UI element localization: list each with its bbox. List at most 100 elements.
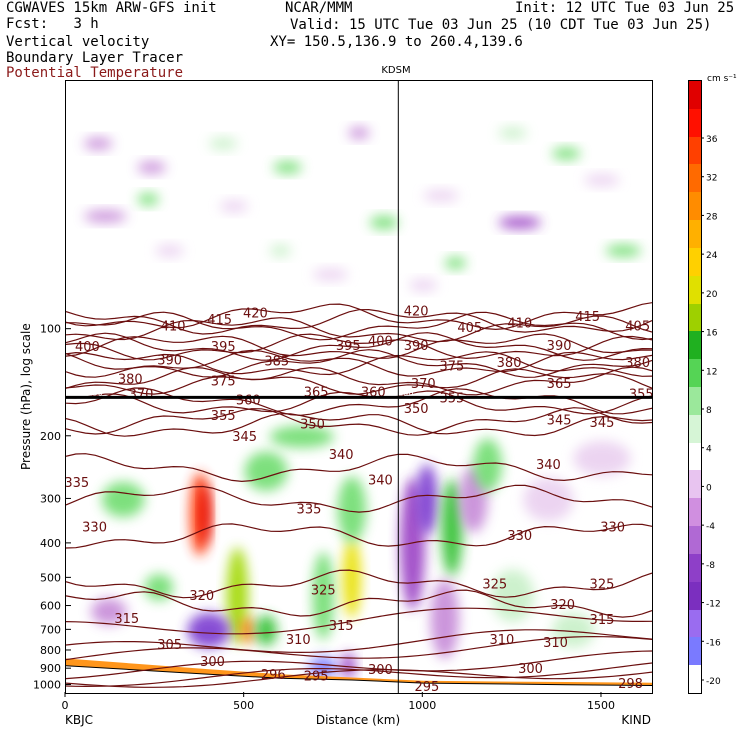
valid-time: Valid: 15 UTC Tue 03 Jun 25 (10 CDT Tue … [290,17,712,33]
contour-label: 295 [304,670,329,685]
contour-label: 330 [507,529,532,544]
contour-label: 400 [75,340,100,355]
contour-label: 345 [232,430,257,445]
w-blob [219,200,249,213]
colorbar-swatch [689,331,701,360]
colorbar-tick-label: 8 [706,406,712,416]
contour-label: 355 [629,387,652,402]
w-blob [137,161,167,174]
colorbar-tick-label: 0 [706,483,712,493]
isentrope-350 [66,407,652,436]
w-blob [273,161,302,174]
colorbar-tick-label: 20 [706,290,718,300]
forecast-hours: 3 h [73,16,99,32]
isentrope-310 [66,629,652,654]
colorbar-swatch [689,581,701,611]
contour-label: 298 [618,677,643,692]
colorbar-tick-label: -4 [706,522,715,532]
colorbar-tick-label: -20 [706,677,721,687]
y-tick-label: 300 [40,492,61,505]
isentrope-315 [66,607,652,635]
colorbar-tick-label: 32 [706,174,717,184]
w-blob [144,574,174,601]
contour-label: 345 [590,416,615,431]
colorbar-swatch [689,553,701,583]
isentrope-390 [66,333,652,359]
contour-label: 335 [66,476,89,491]
colorbar-swatch [689,192,701,221]
isentrope-330 [66,523,652,549]
colorbar-tick-label: 24 [706,251,718,261]
w-blob [200,483,211,545]
w-blob [341,652,356,679]
organization: NCAR/MMM [285,0,353,16]
y-tick-label: 400 [40,537,61,550]
w-blob [241,617,255,644]
colorbar-swatch [689,275,701,305]
isentrope-298 [66,662,652,688]
x-tick-label: 1500 [587,699,615,712]
isentrope-380 [66,349,652,378]
contour-label: 300 [518,662,543,677]
contour-label: 350 [300,418,325,433]
colorbar-tick-label: -8 [706,561,715,571]
colorbar-swatch [689,247,701,277]
w-blob [441,479,463,577]
w-blob [312,268,349,281]
contour-label: 325 [590,577,615,592]
w-blob [269,425,334,448]
w-blob [312,551,334,640]
contour-label: 420 [243,306,268,321]
w-blob [551,612,595,648]
w-blob [573,440,631,476]
contour-label: 405 [457,321,482,336]
contour-label: 315 [590,613,615,628]
x-tick-label: 1000 [408,699,436,712]
contour-label: 420 [404,305,429,320]
w-blob [498,216,542,229]
isentrope-420 [66,302,652,331]
init-time: Init: 12 UTC Tue 03 Jun 25 [515,0,735,16]
w-blob [91,598,127,625]
contour-label: 350 [404,402,429,417]
isentrope-400 [66,333,652,361]
y-tick-label: 500 [40,571,61,584]
isentrope-305 [66,635,652,661]
contour-label: 325 [482,577,507,592]
colorbar-swatch [689,81,701,110]
forecast-label-text: Fcst: [6,16,49,32]
contour-label: 340 [329,448,354,463]
contour-label: 305 [157,638,182,653]
contour-label: 415 [575,310,600,325]
w-blob [337,476,367,543]
cross-section-svg: 300 296 295 300 295 300 298 305 310 310 310 315 315 3… [66,81,652,693]
colorbar-swatch [689,637,701,666]
w-blob [269,244,292,257]
w-blob [83,137,113,150]
contour-label: 315 [114,612,139,627]
tropopause-label: 150 [398,388,413,397]
colorbar-tick-label: 28 [706,212,718,222]
cross-section-plot: 300 296 295 300 295 300 298 305 310 310 310 315 315 3… [65,80,653,694]
y-axis-label: Pressure (hPa), log scale [19,323,33,470]
colorbar-swatch [689,498,701,527]
cross-section-endpoints: XY= 150.5,136.9 to 260.4,139.6 [270,34,523,50]
isentrope-320 [66,589,652,618]
colorbar-tick-label: 4 [706,445,712,455]
x-start-station: KBJC [65,713,93,727]
isentrope-405 [66,315,652,343]
contour-label: 390 [547,339,572,354]
contour-label: 295 [414,680,439,693]
isentrope-410 [66,311,652,341]
y-tick-label: 900 [40,662,61,675]
y-tick-label: 200 [40,430,61,443]
w-blob [551,147,581,160]
colorbar-tick-label: -16 [706,638,721,648]
isentrope-300 [66,650,652,680]
isentrope-395 [66,332,652,361]
contour-label: 395 [211,340,236,355]
contour-label: 380 [625,356,650,371]
contour-label: 330 [82,521,107,536]
contour-label: 310 [286,633,311,648]
isentrope-325 [66,569,652,599]
